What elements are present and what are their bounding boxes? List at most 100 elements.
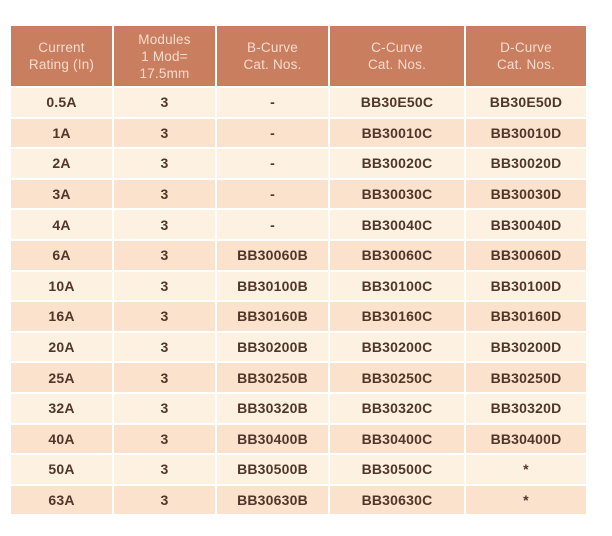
cell-d-curve: BB30400D — [466, 424, 586, 454]
table-row: 1A 3 - BB30010C BB30010D — [11, 118, 586, 148]
cell-d-curve: BB30E50D — [466, 88, 586, 117]
cell-current-rating: 25A — [11, 363, 112, 392]
table-header: Current Rating (In) Modules 1 Mod= 17.5m… — [11, 26, 586, 86]
header-line: Cat. Nos. — [367, 57, 427, 72]
cell-c-curve: BB30320C — [330, 393, 464, 423]
table-row: 3A 3 - BB30030C BB30030D — [11, 179, 586, 209]
cell-modules: 3 — [114, 424, 215, 454]
column-header-d-curve: D-Curve Cat. Nos. — [466, 26, 586, 86]
cell-modules: 3 — [114, 393, 215, 423]
cell-b-curve: BB30320B — [217, 393, 328, 423]
cell-d-curve: BB30100D — [466, 271, 586, 301]
cell-b-curve: BB30400B — [217, 424, 328, 454]
cell-current-rating: 50A — [11, 455, 112, 484]
header-line: Cat. Nos. — [496, 57, 556, 72]
cell-d-curve: BB30200D — [466, 332, 586, 362]
cell-c-curve: BB30500C — [330, 455, 464, 484]
header-line: Current — [38, 40, 85, 55]
header-line: 17.5mm — [139, 65, 190, 81]
cell-c-curve: BB30020C — [330, 149, 464, 178]
header-line: B-Curve — [247, 40, 298, 55]
header-line: Modules — [138, 31, 191, 47]
cell-modules: 3 — [114, 118, 215, 148]
cell-modules: 3 — [114, 332, 215, 362]
table-row: 20A 3 BB30200B BB30200C BB30200D — [11, 332, 586, 362]
cell-b-curve: BB30160B — [217, 302, 328, 331]
cell-modules: 3 — [114, 179, 215, 209]
cell-d-curve: BB30010D — [466, 118, 586, 148]
cell-modules: 3 — [114, 485, 215, 515]
cell-current-rating: 10A — [11, 271, 112, 301]
column-header-b-curve: B-Curve Cat. Nos. — [217, 26, 328, 86]
cell-b-curve: BB30200B — [217, 332, 328, 362]
cell-current-rating: 3A — [11, 179, 112, 209]
catalog-table-container: Current Rating (In) Modules 1 Mod= 17.5m… — [9, 24, 588, 517]
header-line: Cat. Nos. — [243, 57, 302, 72]
cell-modules: 3 — [114, 455, 215, 484]
cell-d-curve: BB30060D — [466, 240, 586, 270]
cell-b-curve: BB30630B — [217, 485, 328, 515]
column-header-current-rating: Current Rating (In) — [11, 26, 112, 86]
cell-modules: 3 — [114, 149, 215, 178]
cell-c-curve: BB30250C — [330, 363, 464, 392]
cell-modules: 3 — [114, 210, 215, 239]
header-line: 1 Mod= — [141, 48, 188, 64]
table-row: 6A 3 BB30060B BB30060C BB30060D — [11, 240, 586, 270]
catalog-table: Current Rating (In) Modules 1 Mod= 17.5m… — [9, 24, 588, 517]
cell-b-curve: BB30500B — [217, 455, 328, 484]
cell-c-curve: BB30100C — [330, 271, 464, 301]
table-row: 25A 3 BB30250B BB30250C BB30250D — [11, 363, 586, 392]
header-line: D-Curve — [500, 40, 552, 55]
cell-current-rating: 4A — [11, 210, 112, 239]
cell-c-curve: BB30E50C — [330, 88, 464, 117]
cell-b-curve: - — [217, 210, 328, 239]
cell-modules: 3 — [114, 271, 215, 301]
cell-current-rating: 40A — [11, 424, 112, 454]
cell-current-rating: 63A — [11, 485, 112, 515]
table-row: 63A 3 BB30630B BB30630C * — [11, 485, 586, 515]
cell-d-curve: BB30250D — [466, 363, 586, 392]
cell-d-curve: * — [466, 455, 586, 484]
cell-b-curve: BB30060B — [217, 240, 328, 270]
cell-b-curve: - — [217, 118, 328, 148]
header-line: Rating (In) — [28, 57, 95, 72]
cell-c-curve: BB30030C — [330, 179, 464, 209]
cell-current-rating: 0.5A — [11, 88, 112, 117]
cell-d-curve: BB30320D — [466, 393, 586, 423]
header-line: C-Curve — [371, 40, 423, 55]
cell-b-curve: - — [217, 88, 328, 117]
cell-c-curve: BB30040C — [330, 210, 464, 239]
cell-current-rating: 1A — [11, 118, 112, 148]
column-header-modules: Modules 1 Mod= 17.5mm — [114, 26, 215, 86]
cell-d-curve: * — [466, 485, 586, 515]
table-row: 2A 3 - BB30020C BB30020D — [11, 149, 586, 178]
cell-d-curve: BB30030D — [466, 179, 586, 209]
cell-modules: 3 — [114, 302, 215, 331]
table-row: 32A 3 BB30320B BB30320C BB30320D — [11, 393, 586, 423]
cell-b-curve: - — [217, 149, 328, 178]
cell-d-curve: BB30160D — [466, 302, 586, 331]
table-row: 10A 3 BB30100B BB30100C BB30100D — [11, 271, 586, 301]
cell-b-curve: - — [217, 179, 328, 209]
cell-modules: 3 — [114, 363, 215, 392]
header-row: Current Rating (In) Modules 1 Mod= 17.5m… — [11, 26, 586, 86]
table-row: 40A 3 BB30400B BB30400C BB30400D — [11, 424, 586, 454]
table-row: 0.5A 3 - BB30E50C BB30E50D — [11, 88, 586, 117]
cell-c-curve: BB30400C — [330, 424, 464, 454]
table-body: 0.5A 3 - BB30E50C BB30E50D 1A 3 - BB3001… — [11, 88, 586, 515]
cell-c-curve: BB30200C — [330, 332, 464, 362]
cell-c-curve: BB30630C — [330, 485, 464, 515]
table-row: 50A 3 BB30500B BB30500C * — [11, 455, 586, 484]
cell-modules: 3 — [114, 240, 215, 270]
cell-current-rating: 32A — [11, 393, 112, 423]
cell-d-curve: BB30040D — [466, 210, 586, 239]
cell-b-curve: BB30100B — [217, 271, 328, 301]
cell-c-curve: BB30060C — [330, 240, 464, 270]
cell-current-rating: 16A — [11, 302, 112, 331]
cell-b-curve: BB30250B — [217, 363, 328, 392]
cell-c-curve: BB30160C — [330, 302, 464, 331]
table-row: 4A 3 - BB30040C BB30040D — [11, 210, 586, 239]
table-row: 16A 3 BB30160B BB30160C BB30160D — [11, 302, 586, 331]
cell-current-rating: 6A — [11, 240, 112, 270]
cell-current-rating: 2A — [11, 149, 112, 178]
